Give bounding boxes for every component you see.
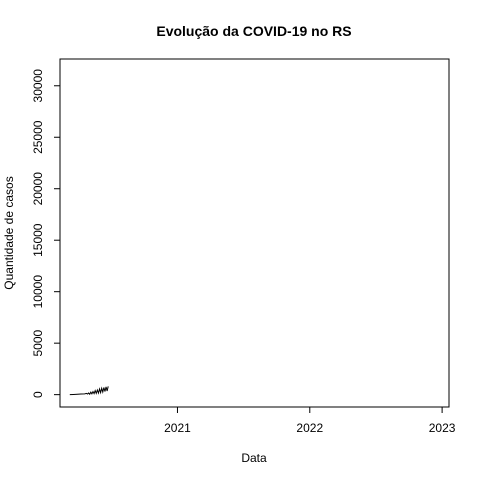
series-line-0 xyxy=(69,386,109,396)
y-tick-label: 20000 xyxy=(31,172,45,206)
chart-title: Evolução da COVID-19 no RS xyxy=(156,23,351,39)
y-axis: 0 5000 10000 15000 20000 25000 30000 xyxy=(31,69,61,398)
y-tick-label: 0 xyxy=(31,391,45,398)
x-tick-label: 2021 xyxy=(164,421,191,435)
y-tick-label: 30000 xyxy=(31,69,45,103)
x-axis-label: Data xyxy=(241,451,267,465)
y-tick-label: 10000 xyxy=(31,275,45,309)
x-tick-label: 2022 xyxy=(296,421,323,435)
y-axis-label: Quantidade de casos xyxy=(2,176,16,289)
y-tick-label: 15000 xyxy=(31,223,45,257)
y-tick-label: 5000 xyxy=(31,329,45,356)
x-tick-label: 2023 xyxy=(429,421,456,435)
series-layer xyxy=(69,386,109,396)
x-axis: 2021 2022 2023 xyxy=(164,406,456,435)
plot-frame xyxy=(59,58,450,408)
y-tick-label: 25000 xyxy=(31,120,45,154)
